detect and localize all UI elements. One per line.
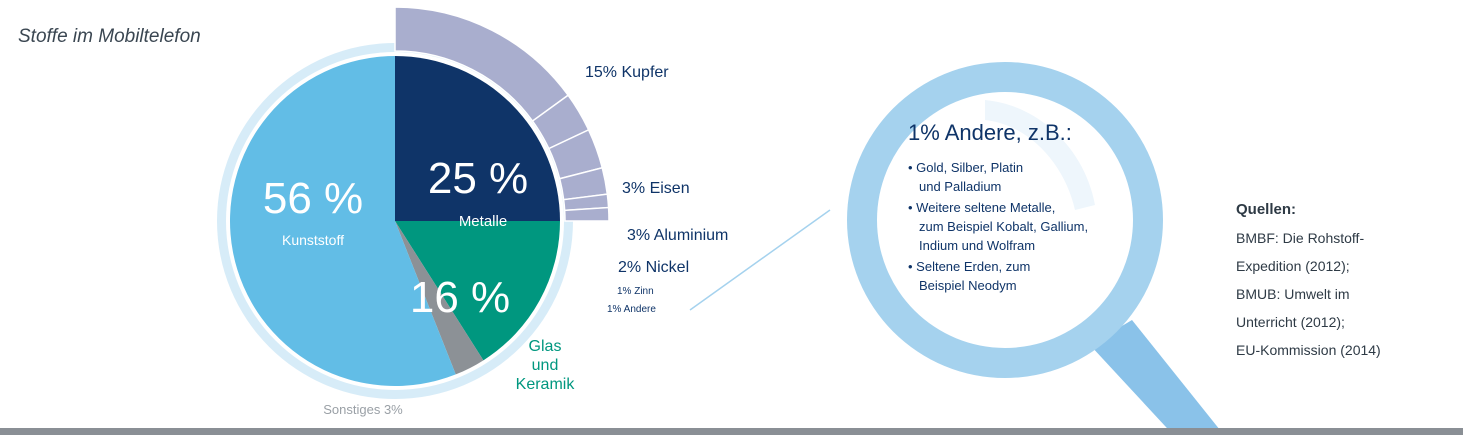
sources-heading: Quellen: (1236, 201, 1297, 218)
magnifier-item-3-line-2: Beispiel Neodym (919, 278, 1017, 293)
magnifier-item-2-line-3: Indium und Wolfram (919, 238, 1035, 253)
breakdown-label-1: 15% Kupfer (585, 64, 669, 81)
pie-slice-3 (395, 221, 560, 361)
slice-label-kunststoff: Kunststoff (282, 232, 344, 248)
source-line-5: EU-Kommission (2014) (1236, 342, 1381, 358)
slice-label-glas-3: Keramik (516, 376, 576, 393)
breakdown-label-6: 1% Andere (607, 304, 656, 315)
pie-slice-1 (229, 55, 456, 386)
source-line-4: Unterricht (2012); (1236, 314, 1345, 330)
breakdown-label-5: 1% Zinn (617, 286, 654, 297)
slice-label-sonstiges: Sonstiges 3% (323, 402, 403, 417)
magnifier-item-3-line-1: • Seltene Erden, zum (908, 259, 1030, 274)
magnifier-glare (985, 100, 1095, 210)
slice-label-metalle: Metalle (459, 213, 507, 230)
pie-slice-4 (395, 221, 484, 375)
source-line-3: BMUB: Umwelt im (1236, 286, 1350, 302)
breakdown-label-2: 3% Eisen (622, 180, 690, 197)
sources-block: Quellen: BMBF: Die Rohstoff- Expedition … (1236, 196, 1456, 364)
magnifier-item-2-line-2: zum Beispiel Kobalt, Gallium, (919, 219, 1088, 234)
slice-label-glas-2: und (532, 357, 559, 374)
magnifier-item-1-line-1: • Gold, Silber, Platin (908, 160, 1023, 175)
magnifier-heading: 1% Andere, z.B.: (908, 120, 1072, 145)
source-line-2: Expedition (2012); (1236, 258, 1350, 274)
slice-label-glas-1: Glas (529, 338, 562, 355)
source-line-1: BMBF: Die Rohstoff- (1236, 230, 1365, 246)
magnifier-item-1-line-2: und Palladium (919, 179, 1001, 194)
slice-value-glas: 16 % (410, 273, 510, 322)
magnifier-handle (1090, 320, 1224, 435)
breakdown-segment-6 (563, 206, 610, 222)
chart-title: Stoffe im Mobiltelefon (18, 26, 201, 47)
slice-value-metalle: 25 % (428, 154, 528, 203)
bottom-rule (0, 428, 1463, 435)
magnifier-item-2-line-1: • Weitere seltene Metalle, (908, 200, 1055, 215)
connector-line (689, 209, 831, 311)
breakdown-label-3: 3% Aluminium (627, 227, 728, 244)
pie-slice-2 (395, 56, 560, 221)
slice-value-kunststoff: 56 % (263, 174, 363, 223)
breakdown-label-4: 2% Nickel (618, 259, 689, 276)
